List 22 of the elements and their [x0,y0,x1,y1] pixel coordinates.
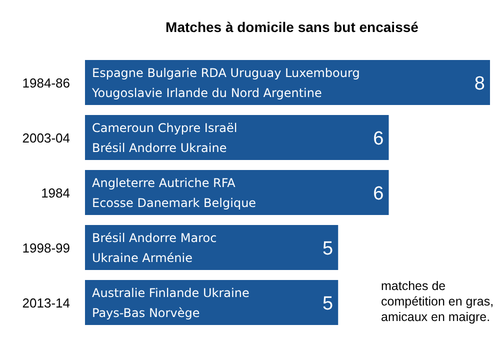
annotation: matches de compétition en gras, amicaux en maigre. [381,279,494,324]
data-label: 8 [474,74,485,94]
y-tick-label: 1984 [41,186,70,200]
annotation: Pays-Bas Norvège [92,306,200,320]
annotation: Australie Finlande Ukraine [92,286,250,300]
data-label: 5 [322,294,334,314]
annotation: Ukraine Arménie [92,251,192,265]
annotation: Ecosse Danemark Belgique [92,196,256,210]
data-label: 5 [322,238,334,260]
annotation: Brésil Andorre Maroc [92,231,217,245]
y-tick-label: 2003-04 [22,130,70,146]
annotation: Cameroun Chypre Israël [92,121,238,135]
annotation: Angleterre Autriche RFA [92,176,236,190]
data-label: 6 [373,128,384,150]
annotation: Brésil Andorre Ukraine [92,141,227,155]
data-label: 6 [373,184,384,204]
chart-title: Matches à domicile sans but encaissé [166,19,419,35]
annotation: Yougoslavie Irlande du Nord Argentine [91,86,322,100]
y-tick-label: 1998-99 [22,240,70,256]
y-tick-label: 1984-86 [22,76,70,90]
y-tick-label: 2013-14 [22,296,70,310]
annotation: Espagne Bulgarie RDA Uruguay Luxembourg [92,66,360,80]
